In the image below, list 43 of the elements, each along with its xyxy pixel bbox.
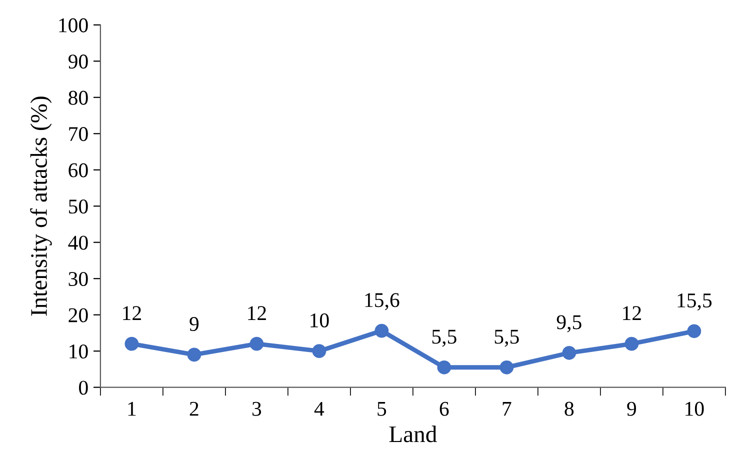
- data-label: 12: [123, 306, 141, 320]
- point: [624, 336, 639, 351]
- y-tick-label: 90: [68, 54, 88, 69]
- point: [250, 336, 264, 351]
- x-tick-label: 6: [440, 402, 449, 416]
- y-tick-label: 80: [68, 90, 88, 105]
- data-label: 9: [190, 317, 199, 332]
- data-label: 9,5: [556, 315, 582, 332]
- point: [187, 348, 202, 362]
- point: [437, 360, 452, 374]
- data-label: 5,5: [432, 330, 456, 347]
- x-tick-label: 2: [190, 402, 198, 416]
- data-label: 5,5: [494, 330, 519, 347]
- y-tick-label: 60: [68, 163, 88, 178]
- y-tick-label: 30: [68, 272, 88, 286]
- y-tick-label: 40: [68, 236, 88, 250]
- y-tick-label: 70: [69, 127, 88, 142]
- x-tick-label: 1: [128, 402, 136, 416]
- x-tick-label: 10: [686, 402, 704, 416]
- x-tick-label: 4: [314, 402, 324, 416]
- point: [124, 336, 139, 351]
- x-tick-label: 3: [252, 402, 262, 416]
- data-label: 12: [623, 306, 641, 320]
- point: [687, 324, 702, 338]
- y-tick-label: 20: [68, 308, 88, 322]
- x-tick-label: 5: [378, 402, 386, 416]
- y-axis-title: Intensity of attacks (%): [30, 96, 52, 316]
- y-tick-label: 100: [59, 18, 88, 32]
- point: [500, 360, 514, 374]
- point: [374, 324, 389, 338]
- point: [562, 346, 576, 360]
- data-label: 12: [248, 306, 266, 320]
- x-axis-title: Land: [389, 426, 437, 442]
- point: [312, 344, 326, 358]
- y-tick-label: 0: [79, 380, 88, 395]
- data-label: 15,6: [365, 293, 400, 310]
- data-label: 10: [310, 313, 329, 328]
- x-tick-label: 9: [627, 402, 636, 416]
- x-tick-label: 7: [502, 402, 512, 416]
- y-tick-label: 50: [69, 199, 88, 214]
- x-tick-label: 8: [564, 402, 574, 416]
- data-label: 15,5: [678, 294, 712, 310]
- y-tick-label: 10: [70, 344, 88, 359]
